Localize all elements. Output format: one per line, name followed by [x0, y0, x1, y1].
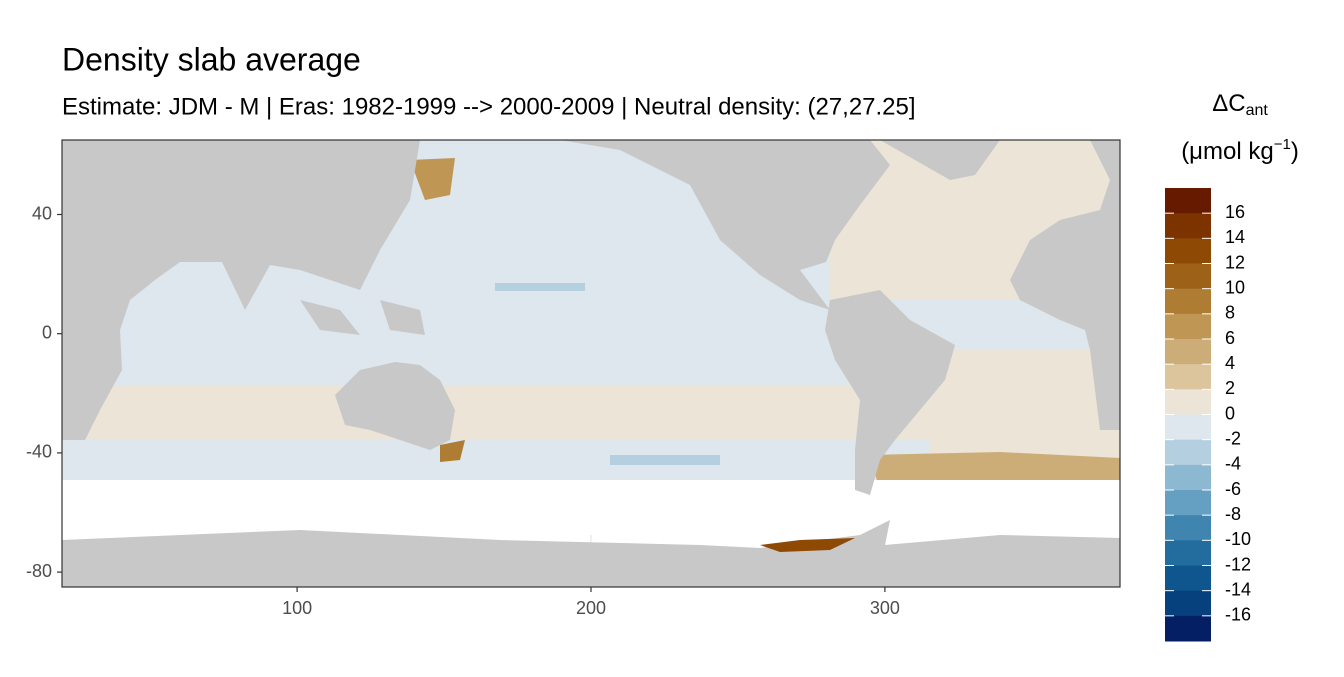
- legend-swatch: [1165, 414, 1211, 441]
- legend-unit-sup: −1: [1274, 136, 1291, 153]
- legend-swatch: [1165, 540, 1211, 566]
- legend-swatch: [1165, 464, 1211, 491]
- legend-swatch: [1165, 590, 1211, 617]
- legend-swatch: [1165, 238, 1211, 264]
- legend-swatch: [1165, 263, 1211, 290]
- land: [1010, 140, 1120, 430]
- legend-label: -10: [1225, 529, 1251, 549]
- land: [560, 140, 890, 310]
- legend-label: 10: [1225, 277, 1245, 297]
- legend-label: -8: [1225, 504, 1241, 524]
- legend-swatch: [1165, 565, 1211, 592]
- legend-unit-end: ): [1291, 138, 1299, 165]
- land: [825, 290, 955, 495]
- ocean-patch: [610, 455, 720, 465]
- legend-label: 14: [1225, 227, 1245, 247]
- x-tick-label: 100: [282, 598, 312, 618]
- land: [300, 300, 360, 335]
- ocean-patch: [495, 283, 585, 291]
- chart-subtitle: Estimate: JDM - M | Eras: 1982-1999 --> …: [62, 93, 916, 120]
- legend-label: 6: [1225, 328, 1235, 348]
- land: [62, 140, 420, 440]
- y-tick-label: -80: [26, 561, 52, 581]
- land: [380, 300, 425, 335]
- y-tick-label: -40: [26, 442, 52, 462]
- legend-swatch: [1165, 389, 1211, 415]
- legend-label: -16: [1225, 605, 1251, 625]
- chart-title: Density slab average: [62, 41, 361, 77]
- legend-swatch: [1165, 339, 1211, 365]
- legend-unit: (μmol kg−1): [1181, 136, 1299, 165]
- legend-unit-main: (μmol kg: [1181, 138, 1274, 165]
- legend: ΔCant (μmol kg−1) 16 14 12 10 8 6 4 2 0 -2 -4 -6 -8 -…: [1165, 90, 1299, 642]
- legend-label: 2: [1225, 378, 1235, 398]
- legend-swatch: [1165, 364, 1211, 390]
- legend-title-sub: ant: [1246, 102, 1269, 119]
- legend-swatch: [1165, 213, 1211, 239]
- legend-title-main: ΔC: [1212, 90, 1245, 117]
- legend-swatch: [1165, 515, 1211, 541]
- legend-label: 16: [1225, 202, 1245, 222]
- legend-label: -6: [1225, 479, 1241, 499]
- land: [880, 140, 1000, 180]
- legend-label: 4: [1225, 353, 1235, 373]
- y-tick-label: 40: [32, 203, 52, 223]
- legend-label: -2: [1225, 428, 1241, 448]
- land: [335, 362, 455, 450]
- legend-swatch: [1165, 439, 1211, 466]
- legend-swatch: [1165, 288, 1211, 315]
- legend-swatch: [1165, 615, 1211, 642]
- legend-label: -14: [1225, 579, 1251, 599]
- no-data: [62, 480, 1120, 535]
- legend-swatch: [1165, 313, 1211, 340]
- x-tick-label: 200: [576, 598, 606, 618]
- legend-label: 0: [1225, 403, 1235, 423]
- ocean-patch: [440, 440, 465, 462]
- y-tick-label: 0: [42, 322, 52, 342]
- land: [62, 520, 1120, 587]
- x-tick-label: 300: [870, 598, 900, 618]
- legend-label: 12: [1225, 252, 1245, 272]
- legend-label: -12: [1225, 554, 1251, 574]
- legend-label: 8: [1225, 303, 1235, 323]
- legend-label: -4: [1225, 454, 1241, 474]
- ocean-patch: [760, 538, 855, 552]
- map: [62, 140, 1120, 587]
- legend-title: ΔCant: [1212, 90, 1268, 119]
- ocean-patch: [410, 158, 455, 200]
- legend-swatch: [1165, 490, 1211, 516]
- legend-swatch: [1165, 188, 1211, 214]
